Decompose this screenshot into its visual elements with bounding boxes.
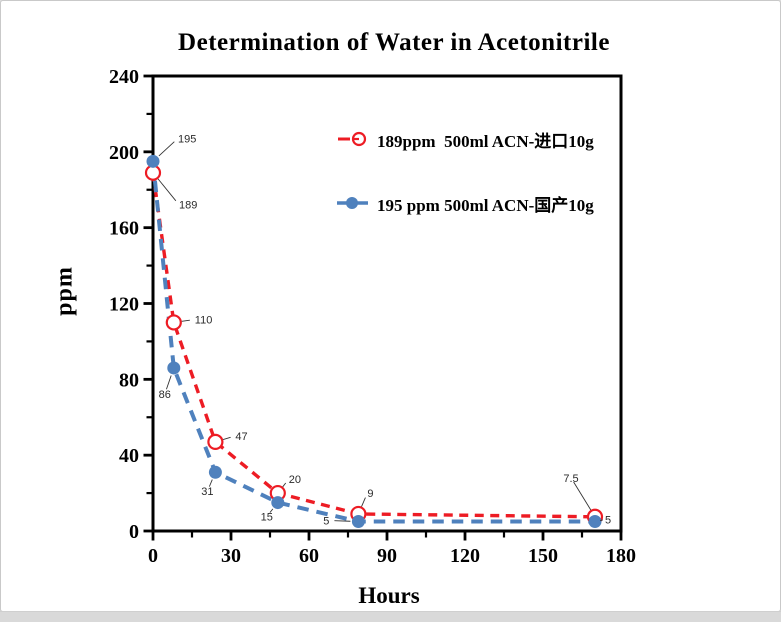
chart-legend: 189ppm 500ml ACN-进口10g 195 ppm 500ml ACN… [337, 127, 594, 215]
x-tick-label: 60 [299, 545, 319, 567]
annotation-leader [157, 178, 177, 202]
annotation-leader [208, 479, 213, 487]
legend-marker-open-circle-icon [338, 131, 367, 147]
series-line-1 [151, 161, 595, 524]
data-point-label: 5 [605, 515, 611, 527]
annotation-leader [361, 497, 366, 507]
data-point-label: 15 [261, 512, 273, 524]
data-point-label: 86 [159, 389, 171, 401]
legend-entry-imported: 189ppm 500ml ACN-进口10g [337, 127, 594, 151]
annotation-leader [158, 141, 175, 157]
y-tick-label: 40 [119, 445, 139, 467]
data-point-label: 47 [235, 431, 247, 443]
data-point-marker [167, 361, 181, 375]
data-point-marker [588, 515, 602, 529]
data-point-label: 9 [367, 488, 373, 500]
y-tick-label: 200 [109, 142, 139, 164]
annotation-leader [600, 519, 603, 521]
data-point-marker [165, 314, 182, 331]
legend-label: 189ppm 500ml ACN-进口10g [377, 131, 594, 151]
data-point-label: 110 [195, 314, 213, 326]
x-tick-label: 0 [148, 545, 158, 567]
data-point-marker [146, 154, 160, 168]
y-tick-label: 80 [119, 369, 139, 391]
data-point-marker [207, 433, 224, 450]
data-point-label: 189 [179, 200, 197, 212]
series-line-0 [151, 172, 596, 519]
data-point-label: 20 [289, 474, 301, 486]
legend-marker-filled-circle-icon [337, 197, 368, 209]
annotation-leader [573, 481, 592, 511]
annotation-leader [282, 482, 287, 488]
x-tick-label: 180 [606, 545, 636, 567]
x-axis-label: Hours [358, 583, 420, 608]
chart-title: Determination of Water in Acetonitrile [178, 29, 610, 56]
data-point-label: 7.5 [563, 473, 578, 485]
legend-entry-domestic: 195 ppm 500ml ACN-国产10g [337, 191, 594, 215]
data-point-label: 31 [201, 486, 213, 498]
plot-frame [151, 74, 623, 533]
y-tick-label: 240 [109, 66, 139, 88]
x-tick-label: 150 [528, 545, 558, 567]
data-point-label: 5 [323, 516, 329, 528]
annotation-leader [166, 375, 172, 390]
y-tick-label: 160 [109, 218, 139, 240]
data-point-marker [351, 515, 365, 529]
legend-label: 195 ppm 500ml ACN-国产10g [377, 195, 594, 215]
y-tick-label: 120 [109, 294, 139, 316]
data-point-marker [208, 465, 222, 479]
annotation-leader [269, 508, 274, 513]
annotation-leader [181, 319, 190, 322]
annotation-leader [222, 436, 231, 441]
x-tick-label: 120 [450, 545, 480, 567]
data-point-label: 195 [178, 133, 196, 145]
page-bottom-strip [0, 611, 781, 622]
x-tick-label: 90 [377, 545, 397, 567]
data-point-marker [271, 496, 285, 510]
x-tick-label: 30 [221, 545, 241, 567]
annotation-leader [334, 520, 351, 522]
y-tick-label: 0 [129, 521, 139, 543]
